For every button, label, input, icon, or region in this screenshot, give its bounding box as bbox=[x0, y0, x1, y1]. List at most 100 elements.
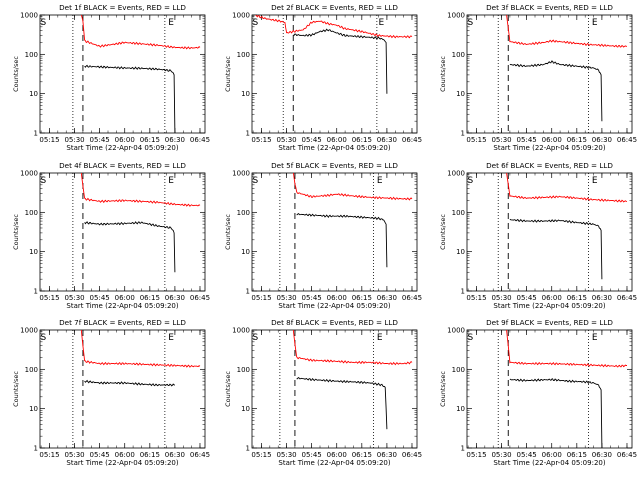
x-tick-label: 05:15 bbox=[466, 136, 486, 144]
x-tick-label: 05:45 bbox=[90, 294, 110, 302]
chart-panel-3: Det 3f BLACK = Events, RED = LLD 1 10 100 10… bbox=[439, 3, 637, 152]
y-tick-label: 10 bbox=[456, 248, 465, 256]
y-tick-label: 100 bbox=[237, 366, 250, 374]
x-tick-label: 06:30 bbox=[377, 136, 397, 144]
y-tick-label: 100 bbox=[237, 209, 250, 217]
y-tick-label: 100 bbox=[452, 51, 465, 59]
chart-panel-6: Det 6f BLACK = Events, RED = LLD 1 10 100 10… bbox=[439, 161, 637, 310]
series-lld-line bbox=[292, 330, 413, 366]
x-tick-label: 06:00 bbox=[542, 451, 562, 459]
marker-s: S bbox=[468, 333, 474, 343]
series-events-line bbox=[293, 28, 388, 94]
series-events-line bbox=[509, 378, 603, 448]
x-tick-label: 06:30 bbox=[592, 451, 612, 459]
x-tick-label: 05:15 bbox=[466, 294, 486, 302]
y-tick-label: 1000 bbox=[447, 327, 465, 335]
marker-s: S bbox=[253, 18, 259, 28]
chart-panel-5: Det 5f BLACK = Events, RED = LLD 1 10 100 10… bbox=[224, 161, 422, 310]
series-events-line bbox=[84, 64, 176, 133]
series-lld-line bbox=[80, 173, 201, 207]
y-tick-label: 100 bbox=[452, 366, 465, 374]
x-tick-label: 06:30 bbox=[165, 451, 185, 459]
x-tick-label: 06:15 bbox=[567, 451, 587, 459]
y-tick-label: 10 bbox=[456, 405, 465, 413]
y-tick-label: 1000 bbox=[447, 12, 465, 20]
x-tick-label: 05:30 bbox=[64, 451, 84, 459]
traces bbox=[292, 330, 413, 430]
series-lld-line bbox=[506, 173, 628, 203]
x-axis-label: Start Time (22-Apr-04 05:09:20) bbox=[66, 302, 178, 310]
series-lld-line bbox=[254, 15, 413, 39]
x-tick-label: 05:15 bbox=[251, 294, 271, 302]
x-tick-label: 06:30 bbox=[377, 451, 397, 459]
traces bbox=[80, 330, 201, 387]
traces bbox=[506, 330, 627, 448]
x-tick-label: 06:30 bbox=[165, 136, 185, 144]
y-tick-label: 1 bbox=[461, 288, 465, 296]
marker-s: S bbox=[468, 176, 474, 186]
marker-s: S bbox=[253, 176, 259, 186]
traces bbox=[506, 173, 628, 280]
x-tick-label: 05:30 bbox=[64, 294, 84, 302]
y-tick-label: 100 bbox=[25, 51, 38, 59]
x-tick-label: 06:15 bbox=[140, 294, 160, 302]
y-axis-label: Counts/sec bbox=[224, 214, 232, 250]
series-events-line bbox=[509, 60, 603, 122]
y-tick-label: 1000 bbox=[20, 170, 38, 178]
x-tick-label: 05:30 bbox=[491, 294, 511, 302]
x-tick-label: 05:45 bbox=[90, 136, 110, 144]
x-tick-label: 06:45 bbox=[617, 451, 637, 459]
marker-e: E bbox=[168, 176, 174, 186]
y-axis-label: Counts/sec bbox=[12, 214, 20, 250]
chart-panel-7: Det 7f BLACK = Events, RED = LLD 1 10 100 10… bbox=[12, 318, 210, 467]
x-tick-label: 06:15 bbox=[352, 294, 372, 302]
marker-e: E bbox=[168, 333, 174, 343]
y-tick-label: 1 bbox=[461, 130, 465, 138]
y-tick-label: 1 bbox=[34, 288, 38, 296]
y-tick-label: 10 bbox=[29, 405, 38, 413]
plot-frame bbox=[466, 329, 633, 449]
x-tick-label: 06:15 bbox=[140, 451, 160, 459]
y-tick-label: 1000 bbox=[20, 12, 38, 20]
y-tick-label: 1000 bbox=[232, 327, 250, 335]
y-tick-label: 1 bbox=[34, 130, 38, 138]
x-tick-label: 06:15 bbox=[352, 451, 372, 459]
x-tick-label: 06:15 bbox=[352, 136, 372, 144]
x-axis-label: Start Time (22-Apr-04 05:09:20) bbox=[493, 302, 605, 310]
x-tick-label: 06:30 bbox=[592, 136, 612, 144]
x-tick-label: 05:15 bbox=[39, 136, 59, 144]
plot-frame bbox=[39, 172, 206, 292]
marker-s: S bbox=[468, 18, 474, 28]
marker-s: S bbox=[253, 333, 259, 343]
chart-title: Det 1f BLACK = Events, RED = LLD bbox=[59, 3, 186, 12]
y-axis-label: Counts/sec bbox=[224, 371, 232, 407]
y-tick-label: 1 bbox=[246, 130, 250, 138]
y-tick-label: 10 bbox=[241, 405, 250, 413]
plot-frame bbox=[251, 172, 418, 292]
x-tick-label: 06:45 bbox=[402, 451, 422, 459]
x-tick-label: 06:00 bbox=[327, 136, 347, 144]
y-axis-label: Counts/sec bbox=[12, 371, 20, 407]
x-axis-label: Start Time (22-Apr-04 05:09:20) bbox=[278, 302, 390, 310]
y-axis-label: Counts/sec bbox=[224, 56, 232, 92]
x-tick-label: 05:30 bbox=[276, 451, 296, 459]
x-tick-label: 05:45 bbox=[302, 451, 322, 459]
marker-e: E bbox=[592, 176, 598, 186]
chart-title: Det 7f BLACK = Events, RED = LLD bbox=[59, 318, 186, 327]
x-axis-label: Start Time (22-Apr-04 05:09:20) bbox=[278, 144, 390, 152]
series-events-line bbox=[296, 377, 388, 430]
y-axis-label: Counts/sec bbox=[439, 371, 447, 407]
y-tick-label: 10 bbox=[29, 90, 38, 98]
y-tick-label: 100 bbox=[25, 209, 38, 217]
chart-panel-8: Det 8f BLACK = Events, RED = LLD 1 10 100 10… bbox=[224, 318, 422, 467]
chart-title: Det 3f BLACK = Events, RED = LLD bbox=[486, 3, 613, 12]
x-tick-label: 05:30 bbox=[276, 294, 296, 302]
x-tick-label: 05:15 bbox=[251, 451, 271, 459]
x-axis-label: Start Time (22-Apr-04 05:09:20) bbox=[493, 459, 605, 467]
y-tick-label: 1 bbox=[461, 445, 465, 453]
chart-title: Det 4f BLACK = Events, RED = LLD bbox=[59, 161, 186, 170]
x-tick-label: 05:45 bbox=[517, 451, 537, 459]
x-axis-label: Start Time (22-Apr-04 05:09:20) bbox=[66, 144, 178, 152]
x-tick-label: 05:30 bbox=[491, 451, 511, 459]
y-tick-label: 10 bbox=[29, 248, 38, 256]
